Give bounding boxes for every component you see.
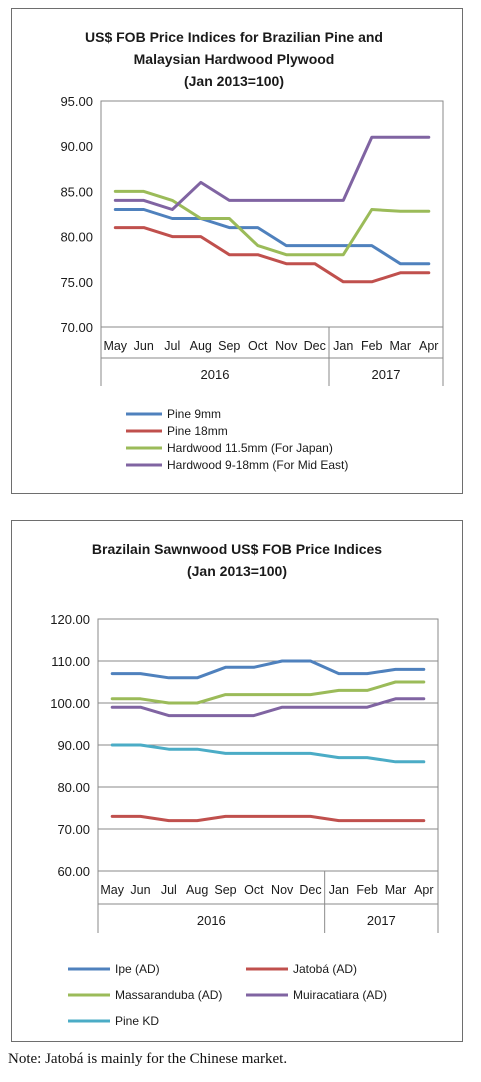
- series-line-hardwood-11-5mm-for-japan: [113, 189, 431, 257]
- year-label: 2017: [372, 367, 401, 382]
- series-line-jatob-ad: [110, 814, 426, 823]
- x-tick-label: Feb: [361, 339, 383, 353]
- x-tick-label: Nov: [275, 339, 298, 353]
- legend-label: Hardwood 11.5mm (For Japan): [167, 441, 333, 455]
- chart-title-line: Brazilain Sawnwood US$ FOB Price Indices: [92, 541, 382, 557]
- chart-title-line: (Jan 2013=100): [184, 73, 284, 89]
- x-tick-label: Jul: [161, 883, 177, 897]
- y-tick-label: 90.00: [57, 738, 90, 753]
- series-line-ipe-ad: [110, 659, 426, 680]
- y-tick-label: 80.00: [60, 230, 93, 245]
- y-tick-label: 110.00: [51, 654, 90, 669]
- x-tick-label: Jan: [333, 339, 353, 353]
- x-tick-label: Dec: [304, 339, 326, 353]
- y-tick-label: 120.00: [50, 612, 90, 627]
- plywood-price-chart-panel: US$ FOB Price Indices for Brazilian Pine…: [11, 8, 463, 494]
- legend-label: Pine 18mm: [167, 424, 228, 438]
- legend-label: Pine 9mm: [167, 407, 221, 421]
- chart-title-line: US$ FOB Price Indices for Brazilian Pine…: [85, 29, 383, 45]
- x-tick-label: Nov: [271, 883, 294, 897]
- x-tick-label: Apr: [414, 883, 433, 897]
- x-tick-label: Sep: [214, 883, 236, 897]
- plot-area: [97, 618, 439, 872]
- y-tick-label: 80.00: [57, 780, 90, 795]
- year-label: 2016: [197, 913, 226, 928]
- x-tick-label: Oct: [248, 339, 268, 353]
- year-label: 2017: [367, 913, 396, 928]
- y-tick-label: 70.00: [57, 822, 90, 837]
- legend-label: Ipe (AD): [115, 962, 160, 976]
- chart-title-line: Malaysian Hardwood Plywood: [134, 51, 335, 67]
- legend-label: Muiracatiara (AD): [293, 988, 387, 1002]
- x-tick-label: Mar: [385, 883, 407, 897]
- y-tick-label: 95.00: [60, 94, 93, 109]
- x-tick-label: Feb: [356, 883, 378, 897]
- y-tick-label: 75.00: [60, 275, 93, 290]
- chart-title-line: (Jan 2013=100): [187, 563, 287, 579]
- series-line-pine-kd: [110, 743, 426, 764]
- year-label: 2016: [201, 367, 230, 382]
- x-tick-label: Jun: [134, 339, 154, 353]
- y-tick-label: 90.00: [60, 139, 93, 154]
- legend-label: Massaranduba (AD): [115, 988, 222, 1002]
- x-tick-label: Sep: [218, 339, 240, 353]
- y-tick-label: 60.00: [57, 864, 90, 879]
- legend-label: Jatobá (AD): [293, 962, 357, 976]
- y-tick-label: 100.00: [50, 696, 90, 711]
- series-line-pine-9mm: [113, 208, 431, 266]
- y-tick-label: 85.00: [60, 184, 93, 199]
- series-line-hardwood-9-18mm-for-mid-east: [113, 135, 431, 211]
- x-tick-label: Jun: [130, 883, 150, 897]
- y-tick-label: 70.00: [60, 320, 93, 335]
- x-tick-label: Dec: [299, 883, 321, 897]
- sawnwood-price-chart: Brazilain Sawnwood US$ FOB Price Indices…: [50, 541, 439, 1028]
- x-tick-label: May: [100, 883, 124, 897]
- sawnwood-price-chart-panel: Brazilain Sawnwood US$ FOB Price Indices…: [11, 520, 463, 1042]
- plywood-price-chart: US$ FOB Price Indices for Brazilian Pine…: [60, 29, 444, 472]
- x-tick-label: Jan: [329, 883, 349, 897]
- x-tick-label: Mar: [389, 339, 411, 353]
- x-tick-label: Jul: [164, 339, 180, 353]
- series-line-massaranduba-ad: [110, 680, 426, 705]
- legend-label: Hardwood 9-18mm (For Mid East): [167, 458, 348, 472]
- series-line-muiracatiara-ad: [110, 697, 426, 718]
- x-tick-label: Aug: [186, 883, 208, 897]
- footnote: Note: Jatobá is mainly for the Chinese m…: [8, 1051, 288, 1067]
- x-tick-label: Apr: [419, 339, 438, 353]
- x-tick-label: Oct: [244, 883, 264, 897]
- x-tick-label: May: [103, 339, 127, 353]
- legend-label: Pine KD: [115, 1014, 159, 1028]
- plot-area: [100, 100, 444, 328]
- x-tick-label: Aug: [190, 339, 212, 353]
- series-line-pine-18mm: [113, 226, 431, 284]
